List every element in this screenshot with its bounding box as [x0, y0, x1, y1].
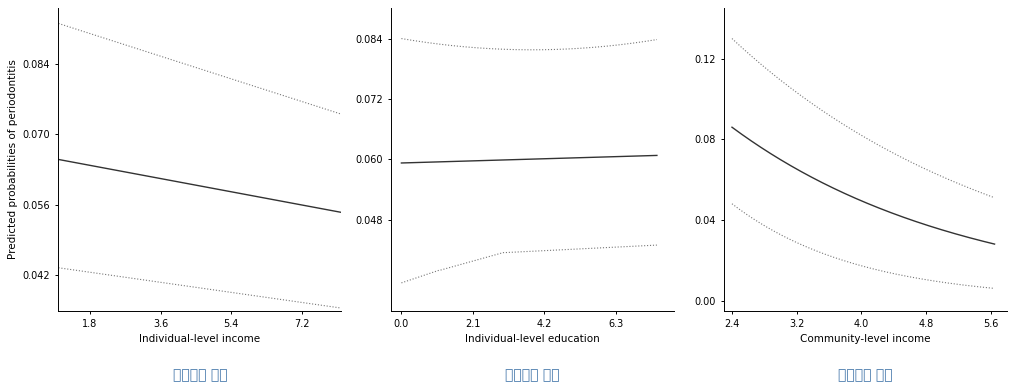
Text: 개인수준 교육: 개인수준 교육	[505, 368, 560, 383]
X-axis label: Individual-level education: Individual-level education	[465, 334, 600, 345]
X-axis label: Individual-level income: Individual-level income	[139, 334, 261, 345]
Text: 개인수준 소득: 개인수준 소득	[173, 368, 227, 383]
X-axis label: Community-level income: Community-level income	[800, 334, 931, 345]
Text: 지역수준 소득: 지역수준 소득	[838, 368, 892, 383]
Y-axis label: Predicted probabilities of periodontitis: Predicted probabilities of periodontitis	[8, 60, 18, 260]
